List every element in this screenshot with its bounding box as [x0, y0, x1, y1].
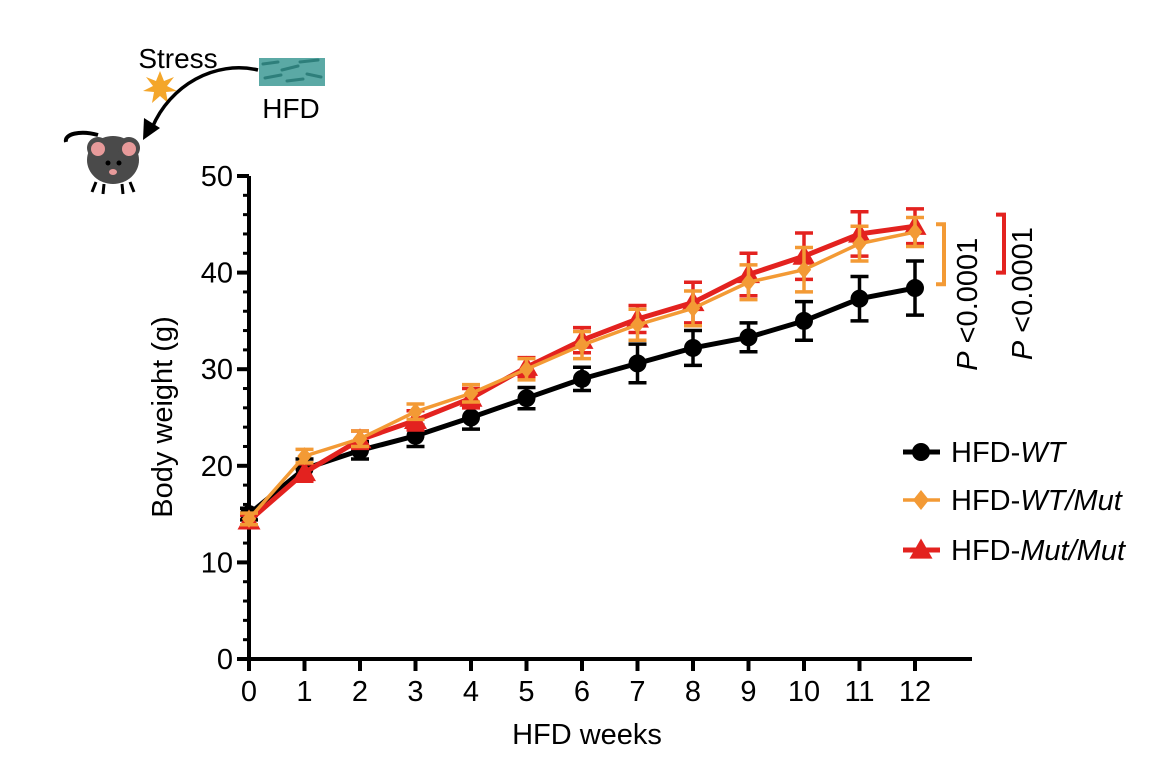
legend-label-prefix: HFD- — [951, 437, 1020, 469]
data-point — [297, 447, 312, 466]
legend-item: HFD-WT — [903, 437, 1068, 469]
legend-label-genotype: WT — [1020, 437, 1067, 469]
x-tick-label: 5 — [518, 676, 534, 708]
data-point — [352, 429, 368, 448]
series-hfd-wt — [240, 259, 924, 524]
data-point — [906, 279, 924, 298]
data-point — [684, 338, 702, 357]
illustration: Stress HFD — [63, 43, 325, 195]
data-point — [519, 360, 534, 379]
p-value-label: P <0.0001 — [952, 238, 984, 371]
x-tick-label: 2 — [352, 676, 368, 708]
x-tick-label: 12 — [899, 676, 931, 708]
legend-item: HFD-WT/Mut — [903, 485, 1124, 517]
y-axis-title: Body weight (g) — [147, 316, 179, 518]
stress-label: Stress — [138, 43, 217, 74]
data-point — [795, 311, 813, 330]
legend-label-genotype: Mut/Mut — [1020, 535, 1127, 567]
series-line — [247, 285, 916, 517]
significance-bracket — [936, 222, 946, 287]
y-tick-label: 20 — [201, 451, 233, 483]
food-pellets-icon — [259, 58, 325, 86]
data-point — [573, 369, 591, 388]
data-point — [852, 234, 867, 253]
x-tick-label: 10 — [788, 676, 820, 708]
data-point — [517, 389, 536, 408]
x-tick-label: 6 — [574, 676, 590, 708]
p-value: <0.0001 — [952, 238, 984, 352]
x-ticks: 0 1 2 3 4 5 6 7 8 9 10 11 12 — [241, 659, 931, 708]
p-value: <0.0001 — [1007, 227, 1039, 341]
significance-bracket — [996, 212, 1006, 275]
y-tick-label: 50 — [201, 161, 233, 193]
x-tick-label: 11 — [844, 676, 874, 708]
legend-item: HFD-Mut/Mut — [903, 535, 1127, 567]
legend-marker — [909, 538, 933, 559]
series-hfd-wt-mut — [240, 215, 924, 528]
data-point — [408, 402, 423, 421]
legend-marker — [913, 490, 929, 510]
x-tick-label: 0 — [241, 676, 257, 708]
mouse-icon — [63, 130, 140, 195]
arrow-head — [143, 118, 160, 140]
annotation-layer: P <0.0001 P <0.0001 — [936, 212, 1039, 371]
p-symbol: P — [1007, 340, 1039, 360]
y-tick-label: 10 — [201, 547, 233, 579]
data-point — [630, 315, 645, 334]
data-point — [907, 223, 923, 242]
starburst-icon — [143, 71, 177, 103]
hfd-label: HFD — [262, 93, 320, 124]
data-point — [685, 299, 701, 318]
legend-label-prefix: HFD- — [951, 535, 1020, 567]
x-tick-label: 8 — [685, 676, 701, 708]
p-value-label: P <0.0001 — [1007, 227, 1039, 360]
x-tick-label: 1 — [296, 676, 312, 708]
x-tick-label: 4 — [463, 676, 479, 708]
legend-label: HFD-WT/Mut — [951, 485, 1124, 517]
y-tick-label: 0 — [217, 644, 233, 676]
x-axis-title: HFD weeks — [512, 719, 662, 751]
data-point — [574, 336, 590, 355]
x-tick-label: 7 — [629, 676, 645, 708]
data-point — [628, 354, 647, 373]
y-tick-label: 30 — [201, 354, 233, 386]
x-tick-label: 9 — [740, 676, 756, 708]
p-symbol: P — [952, 351, 984, 371]
legend-marker — [912, 443, 930, 461]
data-point — [463, 384, 479, 403]
data-point — [739, 328, 758, 347]
data-point — [241, 509, 257, 528]
axes — [247, 176, 972, 661]
data-point — [462, 408, 480, 427]
significance-annotation: P <0.0001 — [936, 222, 984, 371]
series-layer — [237, 207, 927, 530]
data-point — [741, 273, 756, 292]
arrow-curve — [150, 66, 259, 129]
x-tick-label: 3 — [407, 676, 423, 708]
legend-label: HFD-WT — [951, 437, 1068, 469]
y-tick-label: 40 — [201, 258, 233, 290]
legend-label-genotype: WT/Mut — [1020, 485, 1123, 517]
data-point — [293, 461, 316, 482]
significance-annotation: P <0.0001 — [996, 212, 1039, 360]
data-point — [796, 260, 812, 279]
data-point — [850, 289, 869, 308]
legend-label-prefix: HFD- — [951, 485, 1020, 517]
legend-label: HFD-Mut/Mut — [951, 535, 1127, 567]
y-ticks: 0 10 20 30 40 50 — [201, 161, 249, 676]
